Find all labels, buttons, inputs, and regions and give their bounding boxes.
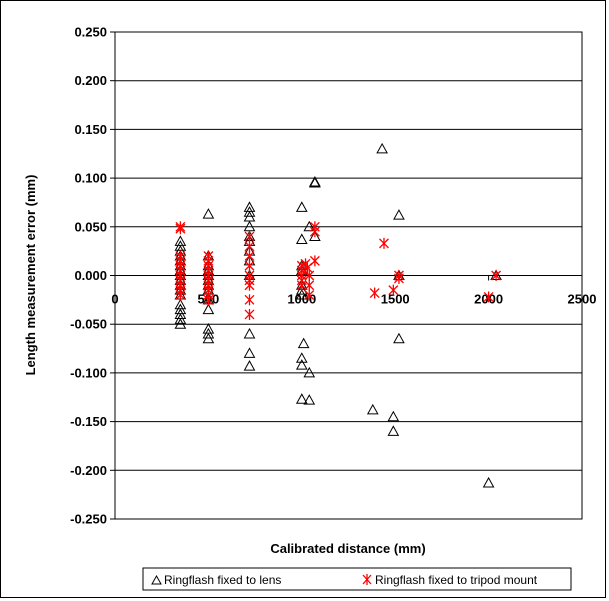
data-point-asterisk xyxy=(244,294,255,306)
legend-triangle-icon xyxy=(151,574,162,585)
data-point-asterisk xyxy=(304,270,315,281)
data-point-triangle xyxy=(295,352,308,363)
data-point-asterisk xyxy=(393,272,404,284)
data-point-asterisk xyxy=(304,289,315,301)
legend: Ringflash fixed to lens Ringflash fixed … xyxy=(142,567,572,591)
data-point-triangle xyxy=(303,394,316,405)
data-point-triangle xyxy=(243,327,256,339)
data-point-asterisk xyxy=(296,279,307,291)
y-tick-label: -0.200 xyxy=(70,463,107,478)
data-point-triangle xyxy=(387,410,400,422)
y-tick-label: 0.000 xyxy=(74,268,107,283)
y-tick-label: 0.100 xyxy=(74,171,107,186)
y-tick-label: -0.100 xyxy=(70,365,107,380)
data-point-asterisk xyxy=(244,308,255,320)
data-point-asterisk xyxy=(304,279,315,291)
y-tick-label: -0.250 xyxy=(70,512,107,527)
data-point-triangle xyxy=(297,337,310,349)
y-tick-label: 0.050 xyxy=(74,219,107,234)
data-point-triangle xyxy=(309,230,321,242)
x-axis-title: Calibrated distance (mm) xyxy=(270,541,425,556)
data-point-triangle xyxy=(387,425,400,436)
data-point-triangle xyxy=(393,209,405,220)
data-point-asterisk xyxy=(175,223,186,235)
y-tick-labels: 0.250 0.200 0.150 0.100 0.050 0.000 -0.050 -0.1… xyxy=(70,25,115,527)
data-point-triangle xyxy=(295,233,308,244)
data-point-asterisk xyxy=(244,231,255,243)
y-tick-label: -0.150 xyxy=(70,414,107,429)
data-point-triangle xyxy=(243,206,256,217)
data-point-asterisk xyxy=(309,226,320,238)
x-tick-label: 2500 xyxy=(568,292,597,307)
data-point-triangle xyxy=(295,201,308,212)
data-point-asterisk xyxy=(175,289,186,301)
data-point-triangle xyxy=(202,208,215,219)
data-point-asterisk xyxy=(491,270,502,281)
data-point-triangle xyxy=(202,332,215,344)
data-point-triangle xyxy=(393,332,405,344)
series-ringflash-fixed-to-tripod-mount xyxy=(175,221,502,320)
data-point-triangle xyxy=(202,303,215,315)
data-point-asterisk xyxy=(369,287,380,299)
data-point-triangle xyxy=(303,366,316,378)
legend-label-lens: Ringflash fixed to lens xyxy=(164,573,281,587)
data-point-asterisk xyxy=(203,294,214,306)
y-tick-label: 0.150 xyxy=(74,122,107,137)
data-point-asterisk xyxy=(379,237,389,249)
data-point-asterisk xyxy=(388,284,399,296)
data-point-asterisk xyxy=(244,240,255,252)
data-point-triangle xyxy=(482,476,495,488)
y-tick-label: 0.200 xyxy=(74,73,107,88)
data-point-triangle xyxy=(295,288,308,300)
data-point-triangle xyxy=(295,393,308,404)
data-point-triangle xyxy=(202,327,215,339)
data-point-triangle xyxy=(303,220,316,232)
data-point-triangle xyxy=(174,318,187,329)
y-tick-label: 0.250 xyxy=(74,25,107,40)
data-point-triangle xyxy=(366,403,379,415)
data-point-triangle xyxy=(376,142,388,154)
data-point-asterisk xyxy=(483,291,494,303)
x-tick-label: 0 xyxy=(111,292,118,307)
legend-label-tripod: Ringflash fixed to tripod mount xyxy=(375,573,538,587)
data-point-asterisk xyxy=(244,250,255,262)
legend-box xyxy=(142,567,572,591)
y-tick-label: -0.050 xyxy=(70,317,107,332)
data-point-triangle xyxy=(309,176,321,188)
legend-asterisk-icon xyxy=(362,574,372,585)
data-point-triangle xyxy=(243,347,256,358)
data-point-asterisk xyxy=(244,260,255,272)
y-axis-title: Length measurement error (mm) xyxy=(23,175,38,376)
x-tick-label: 1500 xyxy=(381,292,410,307)
data-point-asterisk xyxy=(309,255,320,267)
data-point-asterisk xyxy=(244,279,255,291)
data-point-triangle xyxy=(295,359,308,370)
data-point-triangle xyxy=(295,284,308,295)
data-point-triangle xyxy=(174,313,187,324)
data-point-triangle xyxy=(243,360,256,371)
